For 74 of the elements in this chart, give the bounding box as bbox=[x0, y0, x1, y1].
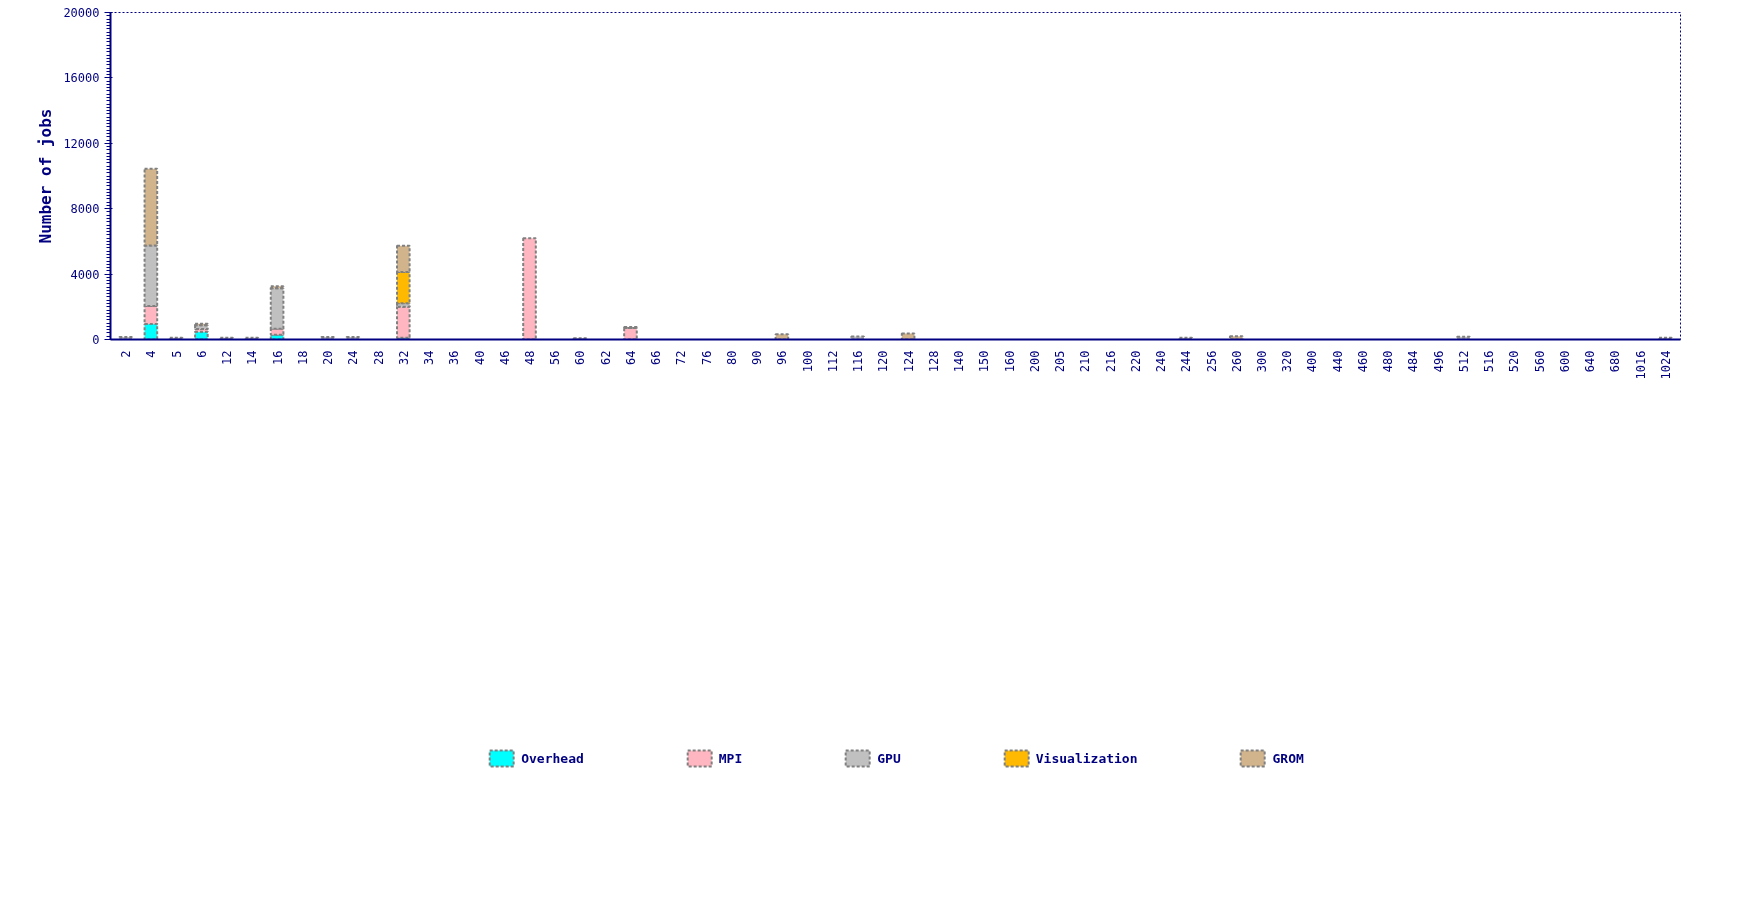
x-tick-label: 60 bbox=[573, 350, 588, 365]
x-tick-label: 460 bbox=[1355, 350, 1370, 373]
x-tick-label: 5 bbox=[169, 350, 184, 358]
x-tick-label: 64 bbox=[623, 350, 638, 365]
x-tick-label: 484 bbox=[1406, 350, 1421, 373]
x-tick-label: 400 bbox=[1305, 350, 1320, 373]
x-tick-label: 220 bbox=[1128, 350, 1143, 373]
x-tick-label: 640 bbox=[1583, 350, 1598, 373]
x-tick-label: 1016 bbox=[1633, 350, 1648, 380]
y-tick-label: 0 bbox=[92, 333, 100, 347]
x-tick-label: 210 bbox=[1078, 350, 1093, 373]
legend-label: GROM bbox=[1272, 750, 1304, 766]
x-tick-label: 116 bbox=[851, 350, 866, 373]
x-tick-label: 14 bbox=[245, 350, 260, 365]
x-tick-label: 18 bbox=[295, 350, 310, 365]
x-tick-label: 12 bbox=[220, 350, 235, 365]
x-tick-label: 36 bbox=[447, 350, 462, 365]
x-tick-label: 216 bbox=[1103, 350, 1118, 373]
x-tick-label: 480 bbox=[1381, 350, 1396, 373]
y-tick-label: 12000 bbox=[63, 136, 100, 151]
y-axis-title: Number of jobs bbox=[36, 108, 56, 244]
x-tick-label: 496 bbox=[1431, 350, 1446, 373]
y-tick-label: 4000 bbox=[70, 267, 100, 282]
y-tick-label: 20000 bbox=[63, 6, 100, 20]
x-tick-label: 28 bbox=[371, 350, 386, 365]
x-tick-label: 4 bbox=[144, 350, 159, 358]
x-tick-label: 72 bbox=[674, 350, 689, 365]
x-tick-label: 600 bbox=[1557, 350, 1572, 373]
x-tick-label: 20 bbox=[321, 350, 336, 365]
x-tick-label: 244 bbox=[1179, 350, 1194, 373]
x-tick-label: 40 bbox=[472, 350, 487, 365]
legend-label: Overhead bbox=[521, 750, 584, 766]
x-tick-label: 150 bbox=[977, 350, 992, 373]
x-tick-label: 90 bbox=[750, 350, 765, 365]
x-tick-label: 300 bbox=[1255, 350, 1269, 373]
x-tick-label: 16 bbox=[270, 350, 285, 365]
x-tick-label: 200 bbox=[1027, 350, 1042, 373]
x-tick-label: 160 bbox=[1002, 350, 1017, 373]
x-tick-label: 120 bbox=[876, 350, 891, 373]
y-tick-label: 8000 bbox=[70, 202, 100, 217]
x-tick-label: 320 bbox=[1280, 350, 1295, 373]
x-tick-label: 100 bbox=[800, 350, 815, 373]
x-tick-label: 6 bbox=[194, 350, 209, 358]
legend-label: MPI bbox=[718, 750, 743, 766]
x-tick-label: 62 bbox=[598, 350, 613, 365]
x-tick-label: 240 bbox=[1154, 350, 1169, 373]
x-tick-label: 80 bbox=[724, 350, 739, 365]
x-tick-label: 112 bbox=[825, 350, 840, 373]
x-tick-label: 256 bbox=[1204, 350, 1219, 373]
x-tick-label: 128 bbox=[926, 350, 941, 373]
x-tick-label: 520 bbox=[1507, 350, 1522, 373]
x-tick-label: 1024 bbox=[1658, 350, 1673, 380]
x-tick-label: 66 bbox=[649, 350, 664, 365]
x-tick-label: 76 bbox=[699, 350, 714, 365]
x-tick-label: 2 bbox=[119, 350, 134, 358]
x-tick-label: 140 bbox=[952, 350, 967, 373]
x-tick-label: 512 bbox=[1456, 350, 1471, 373]
legend-label: GPU bbox=[877, 750, 901, 766]
x-tick-label: 260 bbox=[1229, 350, 1244, 373]
x-tick-label: 205 bbox=[1053, 350, 1068, 373]
x-tick-label: 34 bbox=[422, 350, 437, 365]
x-tick-label: 96 bbox=[775, 350, 790, 365]
x-tick-label: 516 bbox=[1482, 350, 1497, 373]
x-tick-label: 46 bbox=[497, 350, 512, 365]
x-tick-label: 48 bbox=[523, 350, 537, 365]
x-tick-label: 56 bbox=[548, 350, 563, 365]
x-tick-label: 440 bbox=[1330, 350, 1345, 373]
x-tick-label: 680 bbox=[1608, 350, 1623, 373]
x-tick-label: 560 bbox=[1532, 350, 1547, 373]
x-tick-label: 32 bbox=[396, 350, 411, 365]
y-tick-label: 16000 bbox=[63, 71, 100, 86]
x-tick-label: 24 bbox=[346, 350, 361, 365]
x-tick-label: 124 bbox=[901, 350, 916, 373]
legend-label: Visualization bbox=[1035, 750, 1138, 766]
